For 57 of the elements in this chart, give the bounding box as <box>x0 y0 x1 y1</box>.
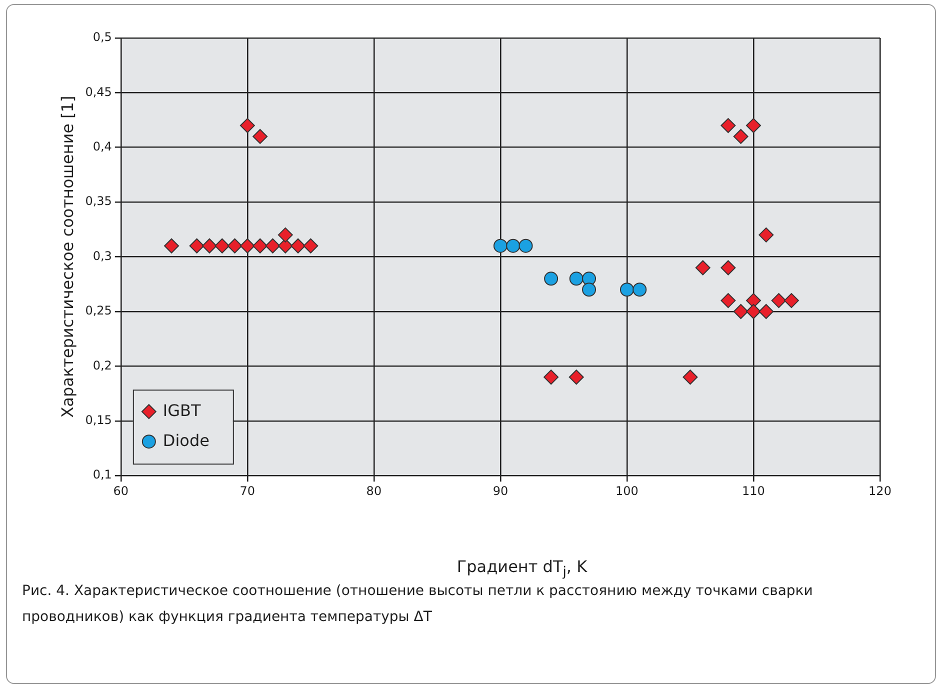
legend-label: IGBT <box>162 400 202 420</box>
point <box>682 370 698 385</box>
point <box>771 293 786 308</box>
point <box>202 238 217 254</box>
point <box>568 370 584 385</box>
y-tick-label: 0,25 <box>85 304 112 318</box>
point <box>720 293 736 308</box>
x-axis-title: Градиент dT$_{j}$, K <box>456 556 588 582</box>
point <box>733 128 748 144</box>
point <box>252 238 268 254</box>
y-axis-title: Характеристическое соотношение [1] <box>58 96 77 418</box>
point <box>278 227 293 242</box>
x-tick-label: 100 <box>616 484 638 498</box>
y-tick-label: 0,35 <box>85 194 112 208</box>
y-tick-label: 0,3 <box>92 248 112 263</box>
point <box>758 227 774 242</box>
point <box>227 238 242 254</box>
point <box>240 118 255 134</box>
point <box>518 238 533 253</box>
point <box>569 272 584 286</box>
x-tick-label: 60 <box>113 484 129 498</box>
point <box>746 118 761 134</box>
y-tick-label: 0,45 <box>85 84 112 99</box>
point <box>746 304 761 319</box>
point <box>189 238 204 254</box>
x-tick-label: 70 <box>240 484 256 498</box>
point <box>582 282 596 297</box>
point <box>164 238 180 254</box>
x-tick-label: 110 <box>742 484 765 498</box>
point <box>252 128 268 144</box>
x-tick-label: 120 <box>868 484 892 498</box>
y-tick-label: 0,1 <box>92 468 112 482</box>
point <box>544 370 559 385</box>
point <box>214 238 230 254</box>
legend-label: Diode <box>162 430 210 450</box>
point <box>695 260 710 276</box>
point <box>303 238 318 254</box>
point <box>544 272 558 286</box>
point <box>620 282 634 297</box>
y-tick-label: 0,15 <box>85 413 112 428</box>
point <box>758 304 774 319</box>
point <box>733 304 748 319</box>
point <box>240 238 255 254</box>
y-tick-label: 0,4 <box>92 140 112 154</box>
point <box>784 293 799 308</box>
text: Рис. 4. Характеристическое соотношение (отношение высоты петли к расстоянию между точками сварки проводников) как функция градиента температуры ΔT <box>22 582 814 627</box>
y-tick-label: 0,2 <box>92 358 112 372</box>
point <box>720 260 736 276</box>
point <box>493 238 508 253</box>
x-tick-label: 80 <box>366 484 382 498</box>
point <box>506 238 520 253</box>
point <box>290 238 306 254</box>
point <box>720 118 736 134</box>
point <box>632 282 647 297</box>
point <box>265 238 280 254</box>
y-tick-label: 0,5 <box>92 30 112 44</box>
x-tick-label: 90 <box>492 484 508 498</box>
